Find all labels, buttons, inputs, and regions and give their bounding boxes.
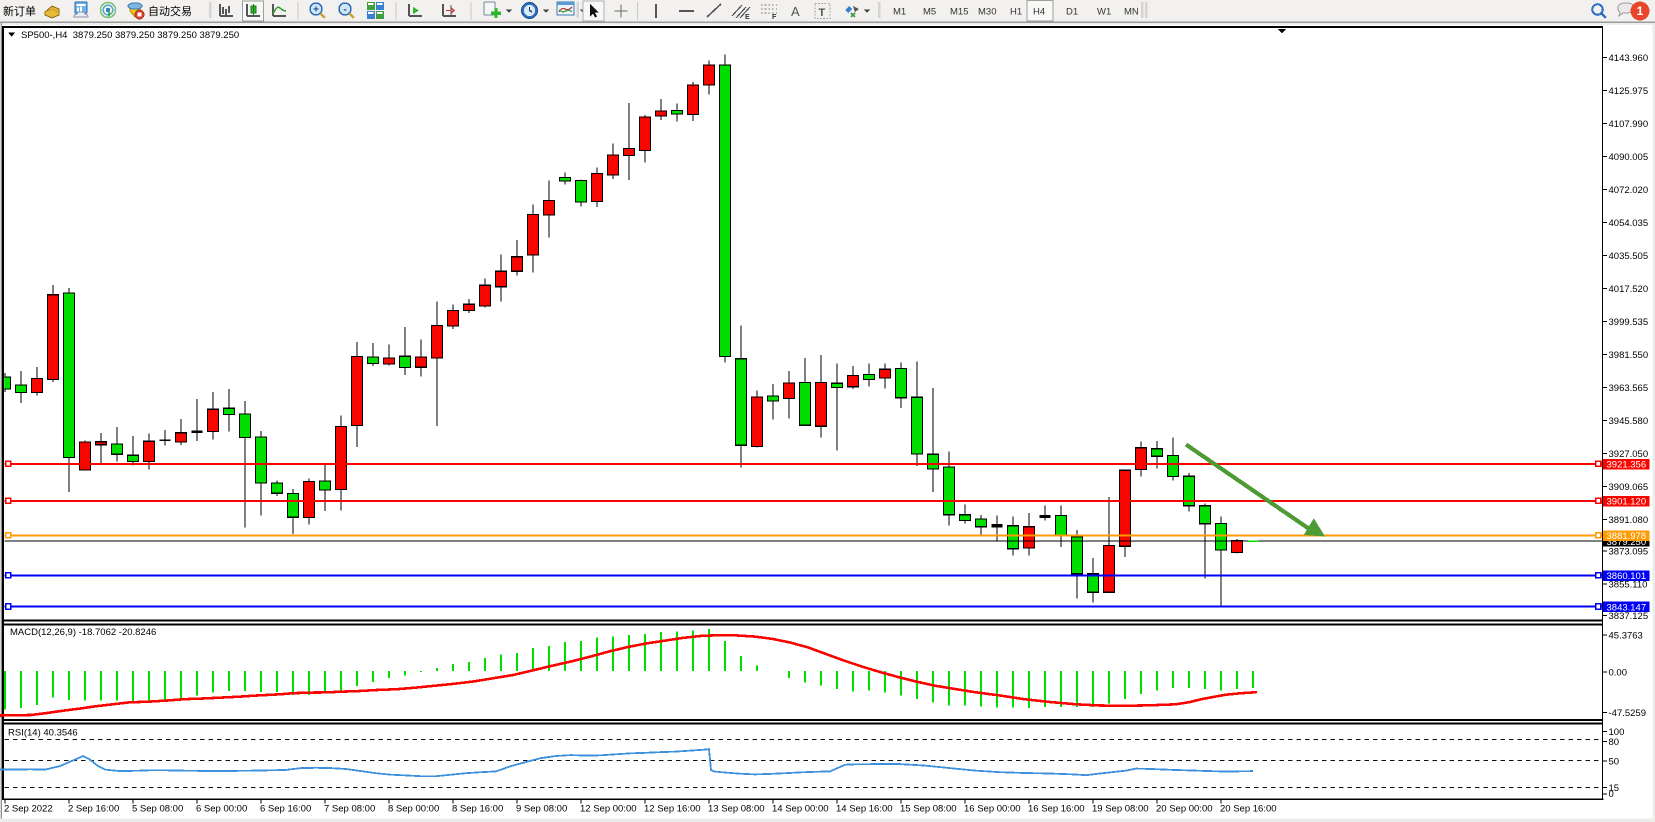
- svg-text:3881.978: 3881.978: [1607, 531, 1647, 542]
- svg-text:3945.580: 3945.580: [1609, 416, 1649, 427]
- svg-text:4054.035: 4054.035: [1609, 218, 1649, 229]
- svg-text:3879.250: 3879.250: [1607, 537, 1647, 548]
- svg-text:SP500-,H4 3879.250 3879.250 3: SP500-,H4 3879.250 3879.250 3879.250 387…: [21, 30, 239, 41]
- svg-text:M1: M1: [893, 7, 906, 18]
- svg-text:3909.065: 3909.065: [1609, 482, 1649, 493]
- svg-text:15 Sep 08:00: 15 Sep 08:00: [900, 804, 957, 815]
- svg-text:12 Sep 16:00: 12 Sep 16:00: [644, 804, 701, 815]
- svg-text:4125.975: 4125.975: [1609, 86, 1649, 97]
- svg-text:E: E: [745, 14, 750, 21]
- svg-text:H1: H1: [1010, 7, 1022, 18]
- svg-text:0: 0: [1609, 789, 1614, 800]
- svg-text:MACD(12,26,9) -18.7062 -20.824: MACD(12,26,9) -18.7062 -20.8246: [10, 627, 156, 638]
- svg-text:RSI(14) 40.3546: RSI(14) 40.3546: [8, 728, 78, 739]
- svg-text:F: F: [772, 14, 777, 21]
- svg-text:3901.120: 3901.120: [1607, 497, 1647, 508]
- svg-text:3999.535: 3999.535: [1609, 317, 1649, 328]
- svg-text:MN: MN: [1124, 7, 1139, 18]
- svg-text:4107.990: 4107.990: [1609, 119, 1649, 130]
- svg-text:M30: M30: [978, 7, 996, 18]
- svg-text:3873.095: 3873.095: [1609, 546, 1649, 557]
- svg-text:H4: H4: [1033, 7, 1045, 18]
- svg-text:13 Sep 08:00: 13 Sep 08:00: [708, 804, 765, 815]
- svg-text:16 Sep 16:00: 16 Sep 16:00: [1028, 804, 1085, 815]
- svg-text:5 Sep 08:00: 5 Sep 08:00: [132, 804, 183, 815]
- svg-text:4072.020: 4072.020: [1609, 185, 1649, 196]
- svg-text:4035.505: 4035.505: [1609, 251, 1649, 262]
- svg-text:2 Sep 2022: 2 Sep 2022: [4, 804, 53, 815]
- svg-text:M5: M5: [923, 7, 936, 18]
- svg-text:4090.005: 4090.005: [1609, 152, 1649, 163]
- svg-text:自动交易: 自动交易: [148, 4, 192, 18]
- svg-text:A: A: [791, 4, 800, 19]
- svg-text:12 Sep 00:00: 12 Sep 00:00: [580, 804, 637, 815]
- svg-text:16 Sep 00:00: 16 Sep 00:00: [964, 804, 1021, 815]
- svg-text:W1: W1: [1097, 7, 1111, 18]
- svg-text:100: 100: [1609, 727, 1625, 738]
- svg-text:-47.5259: -47.5259: [1609, 708, 1647, 719]
- svg-text:新订单: 新订单: [3, 4, 36, 18]
- svg-text:+: +: [313, 4, 319, 15]
- svg-text:T: T: [819, 7, 826, 19]
- svg-text:D1: D1: [1066, 7, 1078, 18]
- svg-text:3921.356: 3921.356: [1607, 460, 1647, 471]
- svg-text:20 Sep 16:00: 20 Sep 16:00: [1220, 804, 1277, 815]
- svg-text:4017.520: 4017.520: [1609, 284, 1649, 295]
- svg-text:3927.050: 3927.050: [1609, 449, 1649, 460]
- svg-text:2 Sep 16:00: 2 Sep 16:00: [68, 804, 119, 815]
- svg-text:3963.565: 3963.565: [1609, 383, 1649, 394]
- svg-text:9 Sep 08:00: 9 Sep 08:00: [516, 804, 567, 815]
- svg-text:1: 1: [1637, 4, 1644, 18]
- svg-text:80: 80: [1609, 737, 1620, 748]
- svg-text:6 Sep 16:00: 6 Sep 16:00: [260, 804, 311, 815]
- svg-text:3843.147: 3843.147: [1607, 602, 1647, 613]
- svg-text:8 Sep 00:00: 8 Sep 00:00: [388, 804, 439, 815]
- svg-text:3981.550: 3981.550: [1609, 350, 1649, 361]
- svg-text:-: -: [343, 4, 346, 15]
- svg-text:8 Sep 16:00: 8 Sep 16:00: [452, 804, 503, 815]
- svg-text:14 Sep 16:00: 14 Sep 16:00: [836, 804, 893, 815]
- svg-text:20 Sep 00:00: 20 Sep 00:00: [1156, 804, 1213, 815]
- svg-text:45.3763: 45.3763: [1609, 630, 1643, 641]
- svg-text:6 Sep 00:00: 6 Sep 00:00: [196, 804, 247, 815]
- svg-text:7 Sep 08:00: 7 Sep 08:00: [324, 804, 375, 815]
- svg-text:3891.080: 3891.080: [1609, 515, 1649, 526]
- svg-text:4143.960: 4143.960: [1609, 53, 1649, 64]
- svg-text:14 Sep 00:00: 14 Sep 00:00: [772, 804, 829, 815]
- svg-text:M15: M15: [950, 7, 968, 18]
- svg-text:3860.101: 3860.101: [1607, 571, 1647, 582]
- svg-text:3837.125: 3837.125: [1609, 611, 1649, 622]
- svg-text:19 Sep 08:00: 19 Sep 08:00: [1092, 804, 1149, 815]
- svg-text:50: 50: [1609, 756, 1620, 767]
- svg-text:15: 15: [1609, 783, 1620, 794]
- svg-text:3855.110: 3855.110: [1609, 579, 1648, 590]
- svg-text:0.00: 0.00: [1609, 667, 1628, 678]
